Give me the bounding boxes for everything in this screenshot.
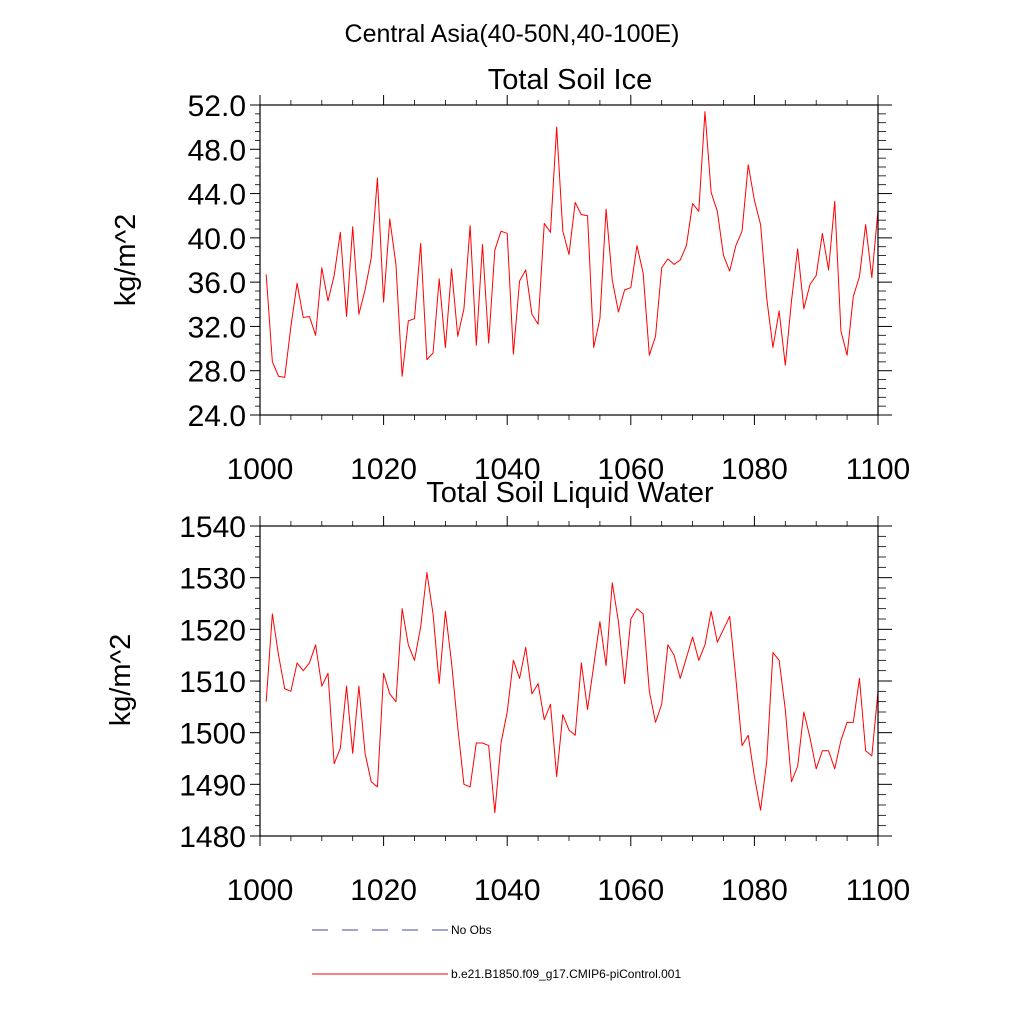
y-tick-label: 1510 [179, 666, 246, 699]
y-tick-label: 1490 [179, 769, 246, 802]
x-tick-label: 1020 [350, 874, 417, 907]
x-tick-label: 1080 [721, 453, 788, 486]
y-axis-label: kg/m^2 [110, 214, 142, 307]
y-tick-label: 1500 [179, 718, 246, 751]
plot-frame [259, 104, 879, 416]
y-tick-label: 32.0 [188, 311, 246, 344]
x-tick-label: 1060 [597, 453, 664, 486]
panel-total-soil-ice: Total Soil Ice kg/m^2 1000 1020 1040 1060 10… [110, 64, 910, 486]
plot-frame [259, 525, 879, 837]
y-tick-label: 1540 [179, 511, 246, 544]
x-tick-label: 1020 [350, 453, 417, 486]
y-tick-label: 52.0 [188, 90, 246, 123]
series-group [265, 572, 879, 814]
y-tick-label: 1480 [179, 821, 246, 854]
x-tick-label: 1100 [846, 874, 911, 907]
panel-total-soil-liquid-water: Total Soil Liquid Water kg/m^2 1000 1020 1… [105, 477, 910, 907]
y-tick-label: 24.0 [188, 400, 246, 433]
series-line-0 [265, 111, 879, 378]
figure-suptitle: Central Asia(40-50N,40-100E) [345, 20, 680, 48]
legend-label-model: b.e21.B1850.f09_g17.CMIP6-piControl.001 [451, 967, 681, 981]
y-tick-label: 1530 [179, 563, 246, 596]
panel-title: Total Soil Ice [488, 64, 652, 96]
x-tick-label: 1060 [597, 874, 664, 907]
axis-ticks [250, 516, 892, 846]
x-tick-label: 1000 [227, 453, 294, 486]
x-tick-labels: 1000 1020 1040 1060 1080 1100 [227, 874, 911, 907]
x-tick-label: 1100 [846, 453, 911, 486]
x-tick-label: 1040 [474, 874, 541, 907]
y-tick-label: 48.0 [188, 134, 246, 167]
y-tick-label: 28.0 [188, 356, 246, 389]
legend: No Obs b.e21.B1850.f09_g17.CMIP6-piContr… [312, 923, 681, 981]
x-tick-label: 1000 [227, 874, 294, 907]
y-tick-labels: 24.0 28.0 32.0 36.0 40.0 44.0 48.0 52.0 [188, 90, 246, 433]
x-tick-labels: 1000 1020 1040 1060 1080 1100 [227, 453, 911, 486]
y-tick-label: 40.0 [188, 223, 246, 256]
panel-title: Total Soil Liquid Water [426, 477, 714, 509]
x-tick-label: 1080 [721, 874, 788, 907]
series-group [265, 111, 879, 378]
y-tick-labels: 1480 1490 1500 1510 1520 1530 1540 [179, 511, 246, 854]
x-tick-label: 1040 [474, 453, 541, 486]
axis-ticks [250, 95, 892, 425]
series-line-0 [265, 572, 879, 814]
y-tick-label: 1520 [179, 614, 246, 647]
y-axis-label: kg/m^2 [105, 634, 137, 727]
y-tick-label: 44.0 [188, 179, 246, 212]
legend-label-no-obs: No Obs [451, 923, 492, 937]
y-tick-label: 36.0 [188, 267, 246, 300]
